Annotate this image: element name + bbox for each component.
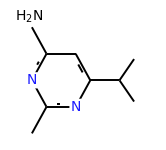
Text: $\mathsf{H_2N}$: $\mathsf{H_2N}$ <box>15 9 43 25</box>
Text: N: N <box>27 73 37 87</box>
Text: N: N <box>71 100 81 114</box>
